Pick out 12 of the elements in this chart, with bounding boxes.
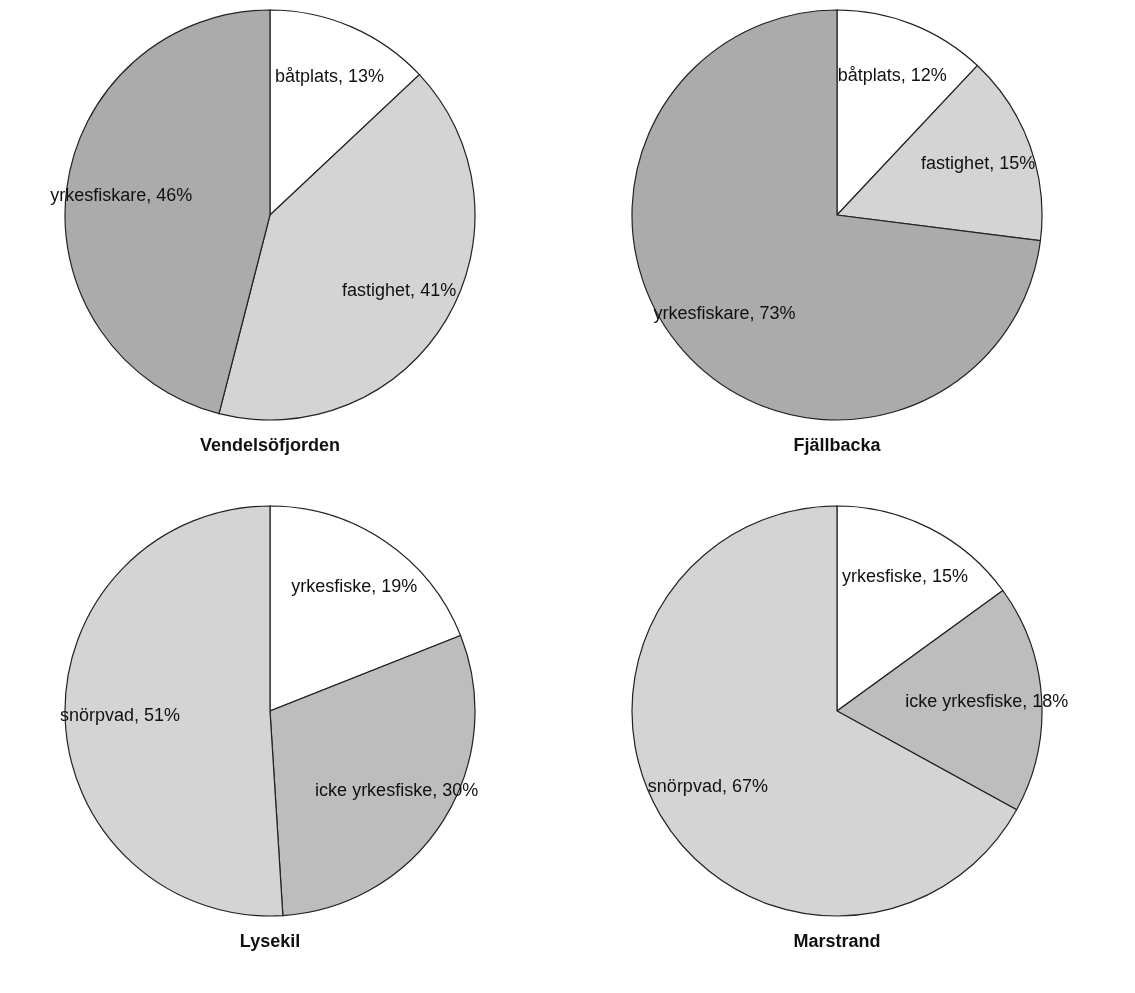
slice-label: båtplats, 13% xyxy=(275,66,385,87)
slice-label: fastighet, 15% xyxy=(921,153,1036,174)
text: Lysekil xyxy=(239,931,301,951)
slice-label: fastighet, 41% xyxy=(342,280,457,301)
slice-label: yrkesfiske, 15% xyxy=(842,566,969,587)
slice-label: snörpvad, 67% xyxy=(647,776,768,797)
text: Vendelsöfjorden xyxy=(199,435,341,455)
text: Fjällbacka xyxy=(793,435,882,455)
text: Marstrand xyxy=(793,931,881,951)
slice-label: båtplats, 12% xyxy=(837,64,947,85)
slice-label: yrkesfiske, 19% xyxy=(291,575,418,596)
slice-label: snörpvad, 51% xyxy=(60,704,181,725)
